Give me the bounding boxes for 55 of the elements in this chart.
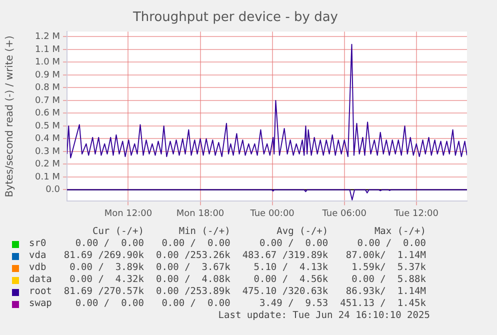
text: Max (-/+) (373, 226, 427, 238)
text: 0.00 / 5.88k (350, 274, 427, 286)
text: Cur (-/+) (91, 226, 145, 238)
x-tick-label: Tue 12:00 (393, 208, 439, 219)
y-tick-label: 0.0 (46, 185, 60, 196)
text: 0.00 / 3.89k (68, 262, 145, 274)
x-tick-label: Tue 06:00 (321, 208, 367, 219)
text: 475.10 /320.63k (241, 286, 330, 298)
text: 1.59k/ 5.37k (350, 262, 427, 274)
legend-label: swap (28, 298, 53, 310)
text: 0.00 / 0.00 (160, 298, 232, 310)
text: 86.93k/ 1.14M (344, 286, 427, 298)
text: 87.00k/ 1.14M (344, 250, 427, 262)
text: 0.00 / 0.00 (74, 238, 145, 250)
chart-title: Throughput per device - by day (132, 10, 338, 26)
y-axis-title: Bytes/second read (-) / write (+) (4, 36, 16, 198)
text: 0.00 / 4.08k (154, 274, 232, 286)
y-tick-label: 0.4 M (35, 134, 60, 144)
text: 0.00 / 3.67k (154, 262, 232, 274)
x-tick-label: Mon 12:00 (104, 208, 152, 219)
y-tick-label: 0.2 M (35, 160, 60, 170)
text: 483.67 /319.89k (241, 250, 330, 262)
text: 0.00 / 4.56k (252, 274, 330, 286)
text: 81.69 /270.57k (62, 286, 145, 298)
y-tick-label: 1.1 M (35, 44, 60, 55)
legend-label: root (28, 286, 53, 298)
text: Min (-/+) (178, 226, 232, 238)
text: Avg (-/+) (276, 226, 330, 238)
text: 0.00 / 4.32k (68, 274, 145, 286)
y-tick-label: 0.5 M (35, 121, 60, 132)
text: 0.00 / 0.00 (74, 298, 145, 310)
legend-label: vda (28, 250, 48, 262)
y-tick-label: 0.9 M (35, 70, 60, 80)
text: 451.13 / 1.45k (339, 298, 427, 310)
y-tick-label: 1.2 M (35, 32, 60, 42)
text: 0.00 / 0.00 (356, 238, 427, 250)
y-tick-label: 1.0 M (35, 58, 60, 68)
text: 3.49 / 9.53 (258, 298, 330, 310)
x-tick-label: Mon 18:00 (176, 208, 224, 219)
y-tick-label: 0.3 M (35, 146, 60, 157)
y-tick-label: 0.7 M (35, 96, 60, 106)
y-tick-label: 0.1 M (35, 172, 60, 182)
text: Last update: Tue Jun 24 16:10:10 2025 (217, 310, 431, 322)
text: 0.00 /253.89k (154, 286, 232, 298)
legend-label: sr0 (28, 238, 48, 250)
legend-label: data (28, 274, 53, 286)
y-tick-label: 0.8 M (35, 83, 60, 94)
text: 81.69 /269.90k (62, 250, 145, 262)
legend-label: vdb (28, 262, 48, 274)
text: 0.00 / 0.00 (258, 238, 330, 250)
text: 0.00 / 0.00 (160, 238, 232, 250)
x-tick-label: Tue 00:00 (249, 208, 295, 219)
y-tick-label: 0.6 M (35, 108, 60, 119)
text: 5.10 / 4.13k (252, 262, 330, 274)
text: 0.00 /253.26k (154, 250, 232, 262)
